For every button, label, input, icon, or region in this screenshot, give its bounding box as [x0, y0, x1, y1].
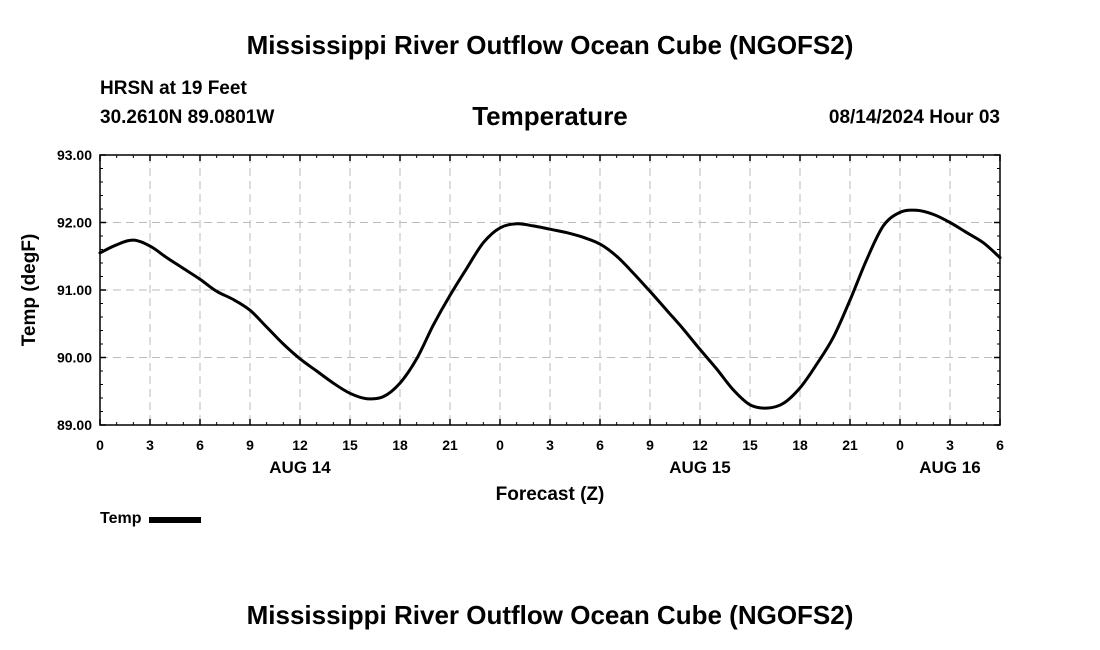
legend-line-swatch: [149, 517, 202, 523]
axis-labels: 0 3 6 9 12 15 18 21 0 3 6 9 12 15 18 21 0 3 6 89.00 90.00 91.…: [57, 147, 1004, 477]
y-tick-label: 89.00: [57, 417, 92, 433]
x-tick-label: 6: [196, 437, 204, 453]
x-tick-label: 9: [246, 437, 254, 453]
x-tick-label: 0: [896, 437, 904, 453]
y-axis-title: Temp (degF): [19, 234, 40, 347]
x-tick-label: 15: [342, 437, 358, 453]
x-tick-label: 15: [742, 437, 758, 453]
chart-main-title: Mississippi River Outflow Ocean Cube (NG…: [246, 30, 854, 60]
x-tick-label: 6: [596, 437, 604, 453]
x-tick-label: 6: [996, 437, 1004, 453]
footer-main-title: Mississippi River Outflow Ocean Cube (NG…: [246, 600, 854, 630]
legend-label: Temp: [100, 510, 142, 527]
y-tick-label: 90.00: [57, 350, 92, 366]
y-tick-label: 93.00: [57, 147, 92, 163]
x-tick-label: 18: [792, 437, 808, 453]
x-tick-label: 3: [946, 437, 954, 453]
x-tick-label: 0: [496, 437, 504, 453]
legend: Temp: [100, 510, 202, 528]
y-tick-label: 92.00: [57, 215, 92, 231]
x-tick-label: 3: [146, 437, 154, 453]
date-label: AUG 15: [669, 458, 730, 477]
x-tick-label: 12: [292, 437, 308, 453]
x-tick-label: 0: [96, 437, 104, 453]
grid: [100, 155, 1000, 425]
station-label: HRSN at 19 Feet: [100, 78, 247, 99]
y-tick-label: 91.00: [57, 282, 92, 298]
coordinates-label: 30.2610N 89.0801W: [100, 107, 275, 128]
x-tick-label: 12: [692, 437, 708, 453]
chart-subtitle: Temperature: [472, 101, 628, 131]
x-tick-label: 18: [392, 437, 408, 453]
date-label: AUG 16: [919, 458, 980, 477]
x-tick-label: 21: [842, 437, 858, 453]
x-axis-title: Forecast (Z): [496, 484, 605, 505]
x-tick-label: 21: [442, 437, 458, 453]
temp-series-line: [98, 208, 1002, 410]
x-tick-label: 3: [546, 437, 554, 453]
axis-ticks: [99, 154, 1001, 426]
x-tick-label: 9: [646, 437, 654, 453]
datetime-label: 08/14/2024 Hour 03: [828, 107, 1000, 128]
date-label: AUG 14: [269, 458, 331, 477]
